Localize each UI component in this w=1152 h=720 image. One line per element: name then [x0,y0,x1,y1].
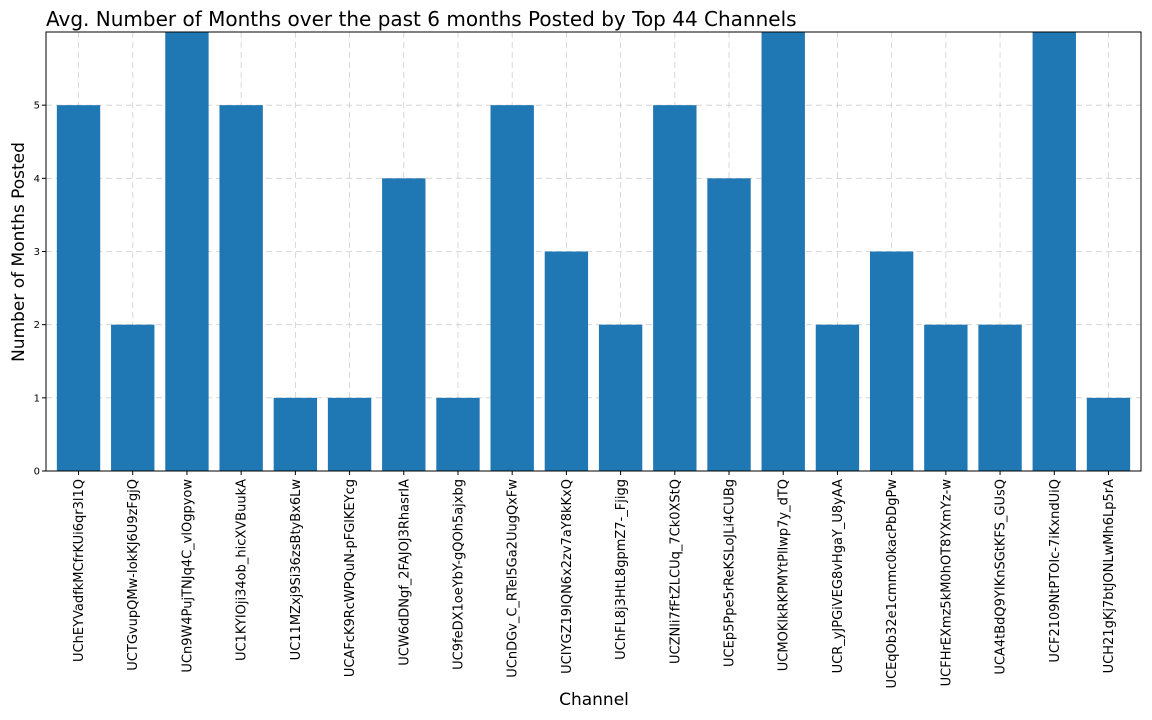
bar-UC11MZxj9Si36zsBtyBx6Lw [273,397,318,471]
x-tick-label: UCTGvupQMw-IokKJ6U9zFgjQ [126,479,141,671]
bar-UCMOKlkRKPMYtPllwp7y_dTQ [761,32,805,471]
x-tick-label: UCnDGv_C_RTel5Ga2UugQxFw [506,479,521,678]
y-tick-label: 1 [34,393,40,404]
bar-UCTGvupQMw-IokKJ6U9zFgjQ [111,324,155,471]
x-tick-label: UCAFcK9RcWPQuN-pFGlKEYcg [343,479,358,677]
x-tick-label: UCF2109NtPTOIc-7iKxndUiQ [1048,479,1063,663]
y-axis-label: Number of Months Posted [9,142,29,362]
bar-UCEqOb32e1cmmc0kacPbDgPw [869,251,914,471]
bar-UCIYGZ19IQN6x2zv7aY8kKxQ [544,251,589,471]
x-tick-label: UCIYGZ19IQN6x2zv7aY8kKxQ [560,479,575,674]
bar-UCZNli7fFtZLCUq_7Ck0XStQ [653,105,697,472]
x-tick-label: UCEqOb32e1cmmc0kacPbDgPw [885,479,900,689]
grid [46,32,1141,472]
bar-UC9feDX1oeYbY-gQOh5ajxbg [436,397,480,471]
x-tick-label: UCn9W4PujTNJq4C_vlOgpyow [180,479,195,673]
x-tick-label: UCA4tBdQ9YIKnSGtKFS_GUsQ [994,479,1009,675]
x-axis-label: Channel [559,690,629,710]
bars [56,32,1131,472]
x-tick-label: UChFL8j3HtL8gpmZ7-_Fjigg [614,479,629,660]
x-tick-label: UChEYVadfkMCfrKUi6qr3l1Q [72,479,87,662]
x-tick-label: UCW6dDNgf_2FAJOJ3RhasrIA [397,479,412,666]
x-tick-label: UCEp5Ppe5rReKSLoJLi4CUBg [723,479,738,667]
y-tick-label: 5 [34,101,40,112]
bar-UCEp5Ppe5rReKSLoJLi4CUBg [707,178,751,472]
bar-UCnDGv_C_RTel5Ga2UugQxFw [490,105,534,472]
x-ticks: UChEYVadfkMCfrKUi6qr3l1Q UCTGvupQMw-IokKJ… [72,471,1117,689]
x-tick-label: UCZNli7fFtZLCUq_7Ck0XStQ [668,479,683,664]
bar-UCFHrEXmz5kM0hOT8YXmYz-w [924,324,968,471]
bar-UCH21gKj7btJONLwMh6Lp5rA [1086,397,1131,471]
bar-UChEYVadfkMCfrKUi6qr3l1Q [56,105,101,472]
bar-UCW6dDNgf_2FAJOJ3RhasrIA [382,178,426,472]
x-tick-label: UC1KYIOji34ob_hicXVBuukA [235,479,250,661]
bar-UCA4tBdQ9YIKnSGtKFS_GUsQ [978,324,1022,471]
bar-UChFL8j3HtL8gpmZ7-_Fjigg [598,324,643,471]
y-tick-label: 0 [34,467,40,478]
bar-UC1KYIOji34ob_hicXVBuukA [219,105,263,472]
bar-UCn9W4PujTNJq4C_vlOgpyow [165,32,209,471]
x-tick-label: UCH21gKj7btJONLwMh6Lp5rA [1102,479,1117,673]
bar-UCR_yJPGiVEG8vHgaY_U8yAA [815,324,860,471]
x-tick-label: UCR_yJPGiVEG8vHgaY_U8yAA [831,479,846,673]
x-tick-label: UCFHrEXmz5kM0hOT8YXmYz-w [939,479,954,687]
y-tick-label: 3 [34,247,40,258]
y-ticks: 0 1 2 3 4 5 [34,101,46,478]
y-tick-label: 2 [34,320,40,331]
x-tick-label: UC11MZxj9Si36zsBtyBx6Lw [289,479,304,661]
x-tick-label: UCMOKlkRKPMYtPllwp7y_dTQ [777,479,792,671]
bar-UCF2109NtPTOIc-7iKxndUiQ [1032,32,1076,471]
bar-UCAFcK9RcWPQuN-pFGlKEYcg [327,397,372,471]
chart-title: Avg. Number of Months over the past 6 mo… [46,7,797,31]
x-tick-label: UC9feDX1oeYbY-gQOh5ajxbg [451,479,466,670]
y-tick-label: 4 [34,174,40,185]
